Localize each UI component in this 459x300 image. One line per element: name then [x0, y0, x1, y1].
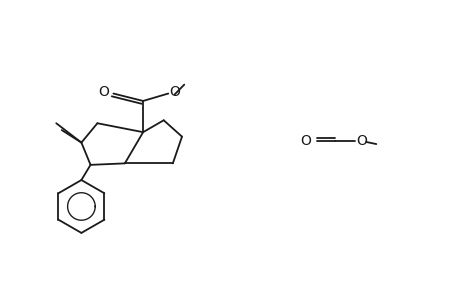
Text: O: O	[299, 134, 310, 148]
Text: O: O	[355, 134, 366, 148]
Text: O: O	[98, 85, 108, 99]
Text: O: O	[169, 85, 180, 99]
